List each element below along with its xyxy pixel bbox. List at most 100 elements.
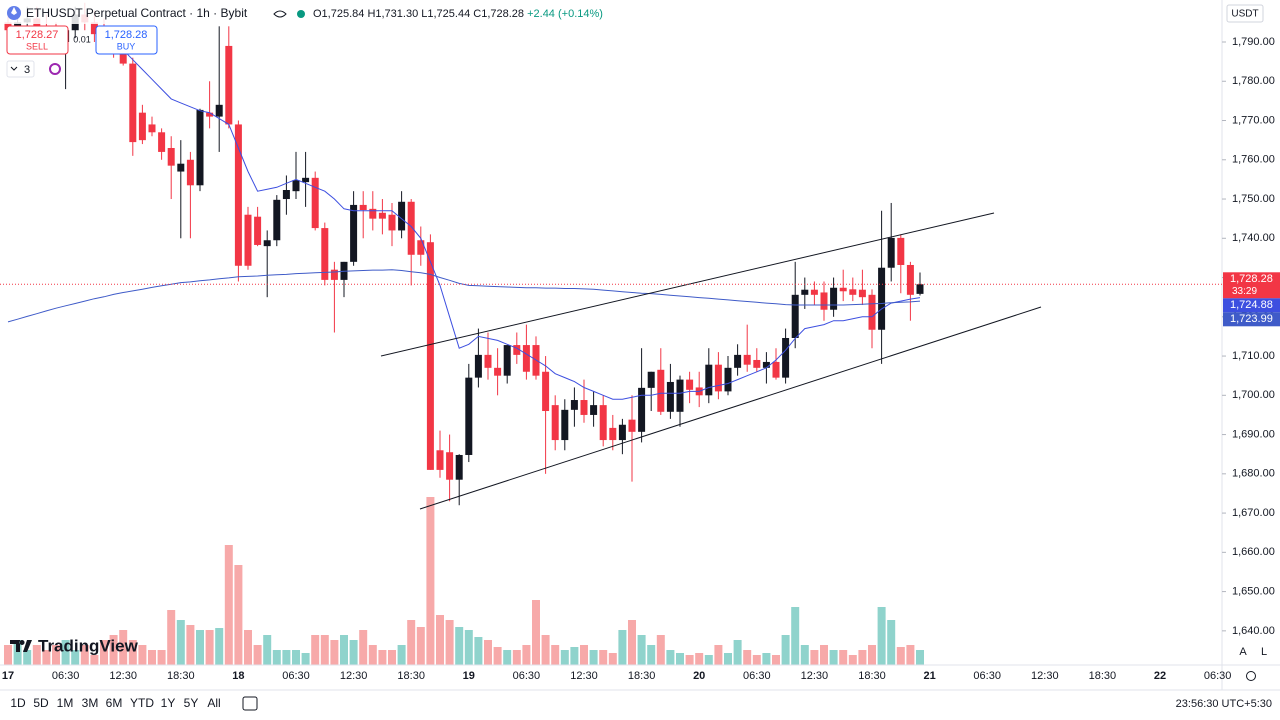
trend-line — [419, 306, 1042, 510]
volume-bar — [704, 655, 713, 665]
range-button[interactable]: 3M — [82, 696, 99, 710]
volume-bar — [608, 653, 617, 665]
candle-body — [321, 228, 329, 280]
candle-body — [801, 289, 809, 295]
range-button[interactable]: All — [207, 696, 220, 710]
candle-body — [686, 379, 694, 390]
eye-icon[interactable] — [273, 10, 287, 18]
candle-body — [542, 371, 550, 412]
candle-body — [177, 163, 185, 172]
ma-line — [7, 269, 921, 323]
sync-icon[interactable] — [49, 63, 61, 75]
volume-bar — [570, 647, 579, 665]
x-tick-label: 12:30 — [340, 670, 368, 682]
range-button[interactable]: 1D — [10, 696, 26, 710]
log-scale[interactable]: L — [1261, 646, 1267, 658]
volume-bar — [714, 645, 723, 665]
x-tick-label: 19 — [463, 670, 475, 682]
candle-body — [705, 364, 713, 396]
currency-button[interactable] — [1226, 4, 1264, 23]
range-bar: 1D 5D 1M 3M 6M YTD 1Y 5Y All — [10, 696, 220, 710]
candle-body — [599, 405, 607, 441]
candle-body — [292, 180, 300, 192]
volume-bar — [244, 630, 252, 665]
volume-bar — [426, 497, 435, 665]
candle-body — [551, 405, 559, 441]
y-tick-label: 1,790.00 — [1232, 36, 1275, 48]
indicators-toggle[interactable] — [6, 60, 35, 78]
candle-body — [791, 294, 799, 338]
volume-bar — [743, 650, 752, 665]
range-button[interactable]: 5D — [33, 696, 49, 710]
ma-tag — [1223, 298, 1280, 313]
volume-bar — [42, 650, 51, 665]
x-tick-label: 18 — [232, 670, 244, 682]
candle-body — [225, 45, 233, 125]
candle-body — [839, 287, 847, 292]
candle-body — [378, 212, 386, 219]
candle-body — [513, 345, 521, 355]
calendar-icon[interactable] — [242, 696, 258, 711]
candle-body — [330, 269, 338, 280]
candle-body — [734, 354, 742, 368]
volume-bar — [176, 620, 185, 665]
candle-body — [388, 214, 396, 231]
volume-bar — [109, 635, 118, 665]
volume-bar — [100, 640, 108, 665]
volume-bar — [416, 627, 425, 665]
candle-body — [311, 177, 319, 229]
volume-bar — [618, 630, 627, 665]
volume-bar — [848, 655, 857, 665]
range-button[interactable]: 1Y — [161, 696, 176, 710]
buy-button[interactable] — [95, 25, 158, 55]
volume-bar — [858, 650, 867, 665]
auto-scale[interactable]: A — [1239, 646, 1247, 658]
range-button[interactable]: 5Y — [184, 696, 199, 710]
candle-body — [455, 454, 463, 480]
settings-icon[interactable] — [1246, 671, 1256, 681]
volume-bar — [215, 628, 224, 665]
volume-bar — [484, 640, 492, 665]
x-tick-label: 18:30 — [167, 670, 195, 682]
ohlc-high: H1,731.30 — [367, 8, 418, 20]
y-tick-label: 1,770.00 — [1232, 114, 1275, 126]
chevron — [10, 66, 18, 71]
candle-body — [724, 367, 732, 392]
x-tick-label: 06:30 — [513, 670, 541, 682]
candle-body — [897, 237, 905, 265]
volume-bar — [906, 645, 915, 665]
volume-bar — [436, 615, 444, 665]
volume-bar — [666, 650, 675, 665]
candle-body — [465, 377, 473, 455]
y-tick-label: 1,680.00 — [1232, 468, 1275, 480]
volume-bar — [320, 635, 329, 665]
volume-bar — [628, 620, 636, 665]
candle-body — [350, 204, 358, 262]
volume-bar — [378, 650, 387, 665]
range-button[interactable]: YTD — [130, 696, 154, 710]
y-tick-label: 1,760.00 — [1232, 154, 1275, 166]
volume-bar — [61, 640, 70, 665]
candle-body — [522, 345, 530, 372]
volume-bar — [791, 607, 800, 665]
candle-body — [657, 369, 665, 412]
buy-price: 1,728.28 — [105, 29, 148, 41]
range-button[interactable]: 6M — [106, 696, 123, 710]
volume-bar — [493, 647, 502, 665]
currency: USDT — [1231, 9, 1258, 20]
range-button[interactable]: 1M — [57, 696, 74, 710]
sell-button[interactable] — [6, 25, 69, 55]
volume-bar — [589, 650, 598, 665]
quantity: 0.01 — [73, 34, 91, 44]
candle-body — [138, 112, 146, 141]
volume-bar — [541, 635, 550, 665]
plot-area — [4, 2, 924, 665]
candle-body — [743, 354, 751, 365]
x-tick-label: 12:30 — [570, 670, 598, 682]
volume-bar — [839, 650, 848, 665]
candle-body — [887, 237, 895, 268]
volume-bar — [877, 607, 886, 665]
y-tick-label: 1,700.00 — [1232, 389, 1275, 401]
candle-body — [446, 452, 454, 480]
